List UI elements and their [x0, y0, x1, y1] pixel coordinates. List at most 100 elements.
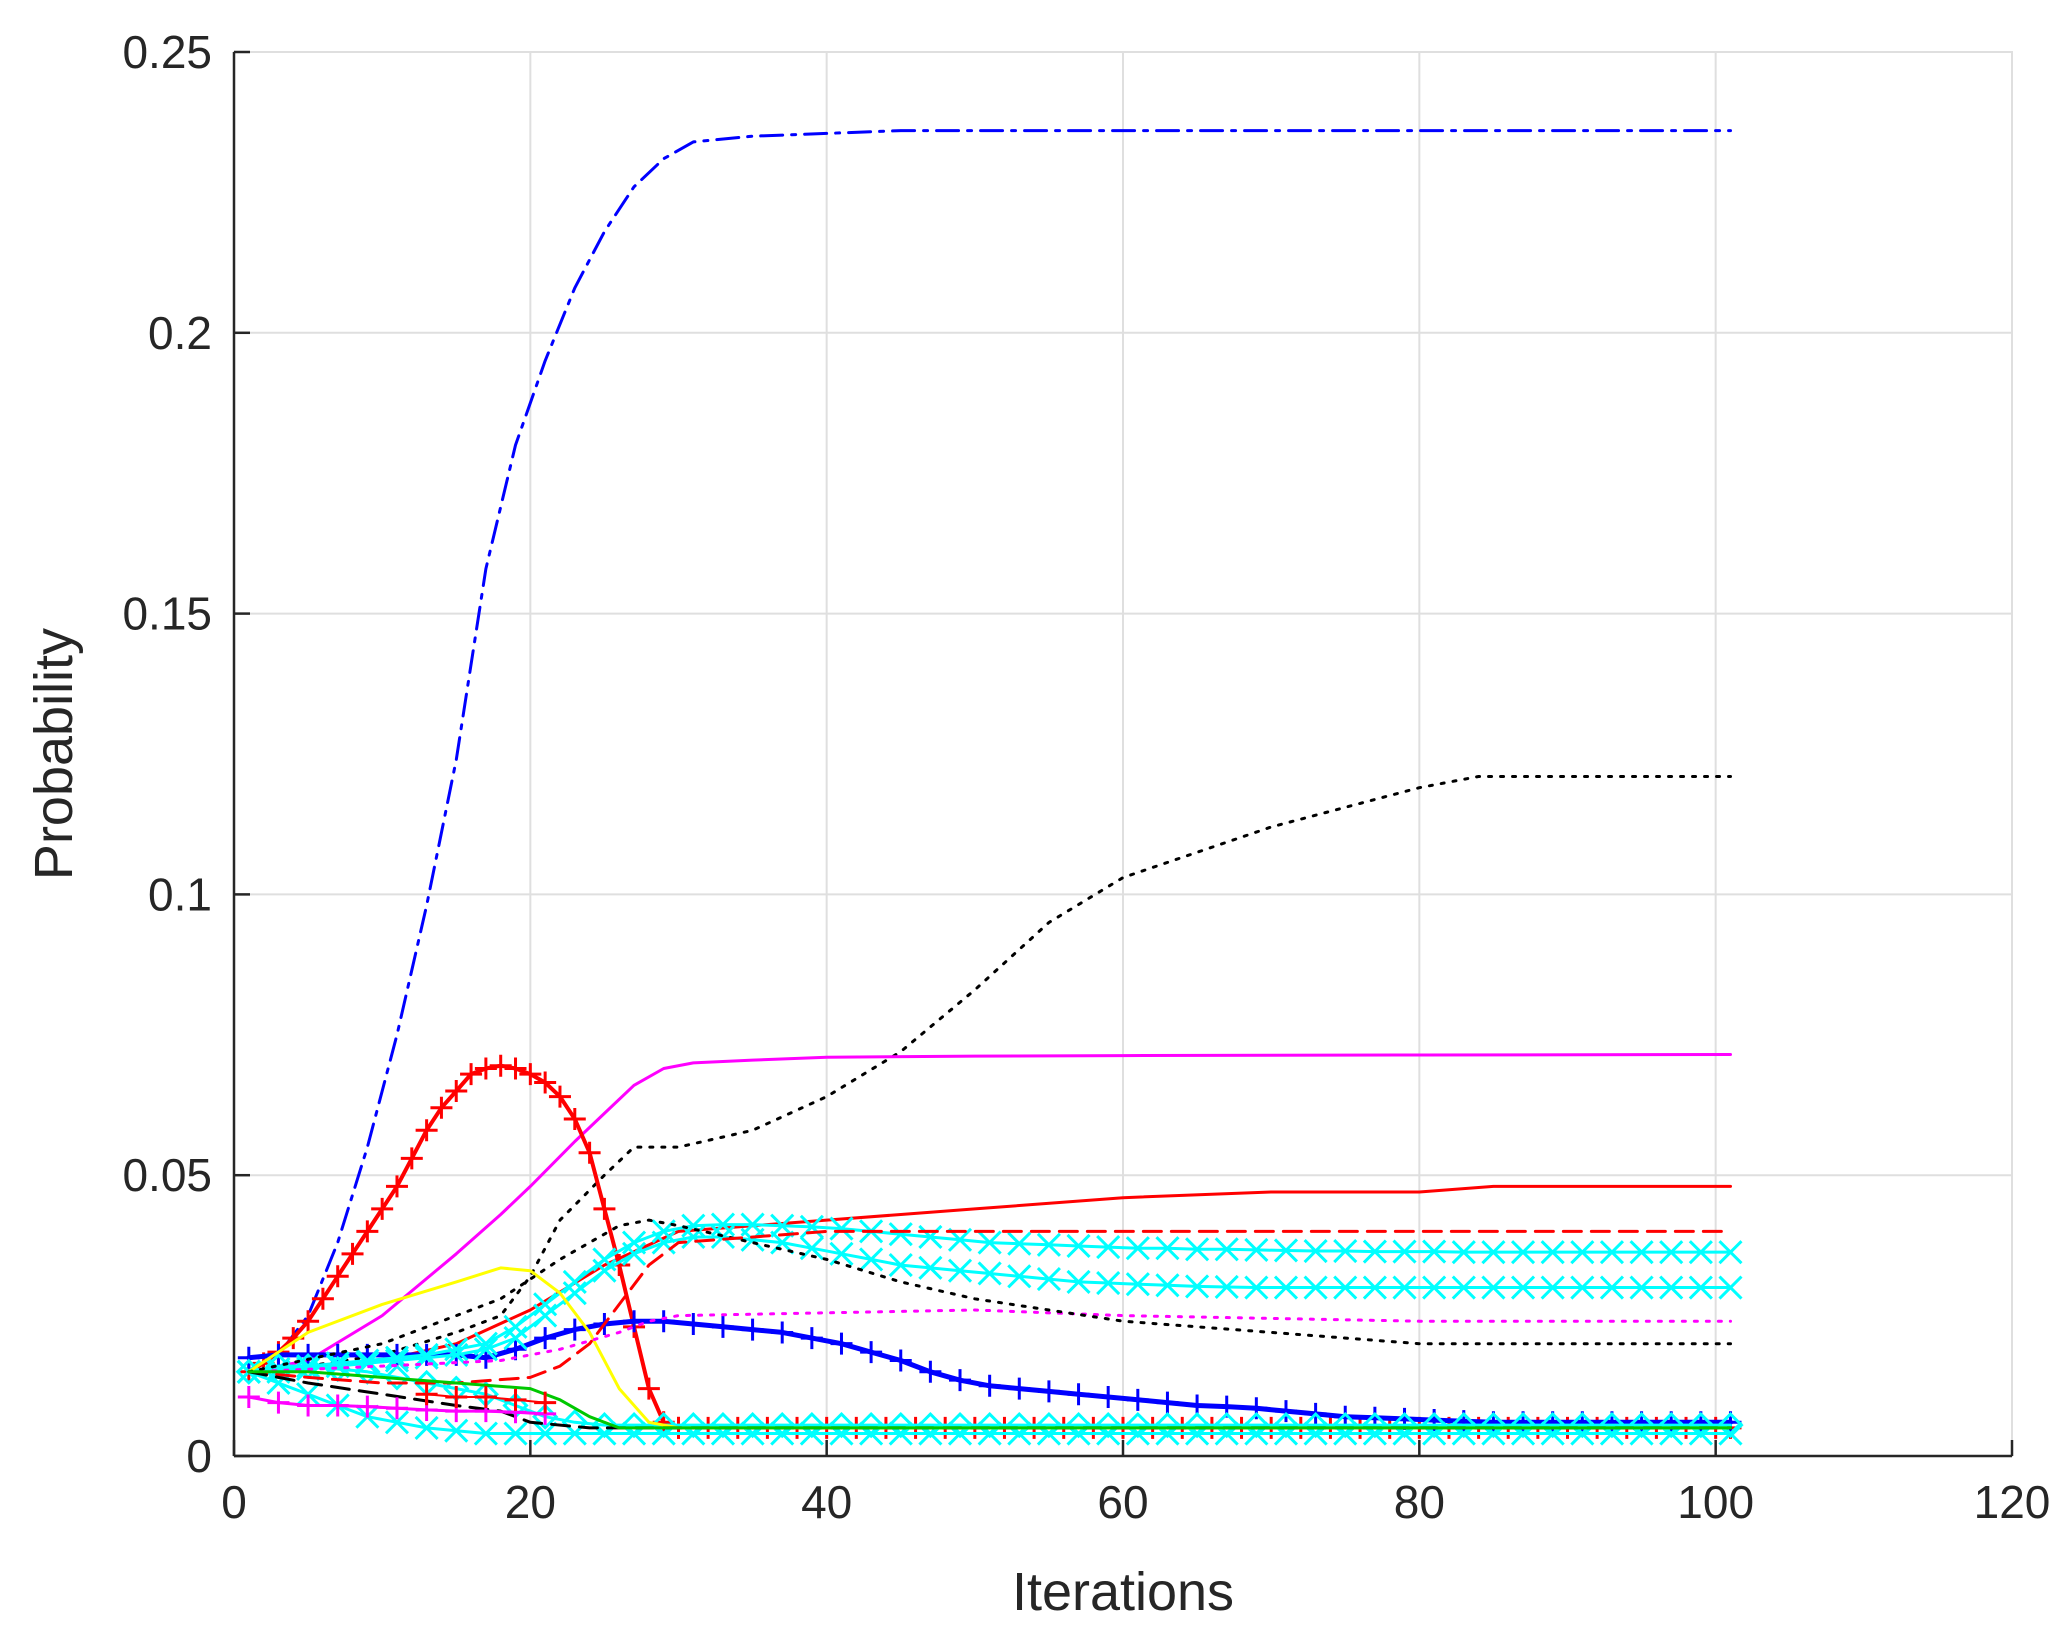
- data-point-marker: [1244, 1275, 1269, 1300]
- data-point-marker: [650, 1411, 677, 1439]
- data-point-marker: [445, 1386, 468, 1409]
- data-point-marker: [1303, 1275, 1328, 1300]
- data-point-marker: [561, 1409, 588, 1436]
- data-point-marker: [1687, 1411, 1714, 1439]
- y-tick-label: 0.2: [148, 307, 212, 359]
- data-point-marker: [503, 1325, 528, 1351]
- data-point-marker: [1333, 1238, 1358, 1264]
- data-point-marker: [1214, 1237, 1239, 1262]
- series-line: [247, 1218, 1732, 1374]
- data-point-marker: [1481, 1240, 1506, 1265]
- data-point-marker: [414, 1415, 439, 1440]
- data-point-marker: [1332, 1411, 1359, 1439]
- data-point-marker: [1718, 1275, 1743, 1300]
- data-point-marker: [1213, 1411, 1240, 1439]
- data-point-marker: [949, 1369, 972, 1392]
- data-point-marker: [1273, 1238, 1299, 1263]
- data-point-marker: [356, 1220, 379, 1243]
- data-point-marker: [652, 1310, 675, 1333]
- data-point-marker: [1717, 1411, 1744, 1439]
- data-point-marker: [504, 1057, 527, 1080]
- data-point-marker: [384, 1348, 410, 1373]
- data-point-marker: [444, 1418, 469, 1443]
- data-point-marker: [1509, 1411, 1537, 1439]
- data-point-marker: [296, 1382, 321, 1407]
- data-point-marker: [474, 1386, 497, 1409]
- data-point-marker: [888, 1222, 913, 1247]
- y-tick-label: 0.05: [122, 1149, 212, 1201]
- data-point-marker: [682, 1313, 705, 1336]
- data-point-marker: [474, 1057, 497, 1080]
- data-point-marker: [1539, 1411, 1566, 1439]
- data-point-marker: [709, 1411, 737, 1439]
- data-point-marker: [1097, 1386, 1120, 1409]
- data-point-marker: [562, 1281, 587, 1306]
- data-point-marker: [829, 1216, 854, 1241]
- data-point-marker: [1214, 1274, 1239, 1300]
- data-point-marker: [1362, 1239, 1387, 1264]
- y-tick-label: 0.25: [122, 26, 212, 78]
- x-tick-label: 0: [221, 1476, 247, 1528]
- data-point-marker: [1302, 1411, 1329, 1439]
- data-point-marker: [1658, 1411, 1685, 1439]
- data-point-marker: [798, 1411, 825, 1439]
- data-point-marker: [267, 1391, 290, 1414]
- data-point-marker: [385, 1175, 408, 1198]
- series-line: [247, 1229, 1732, 1385]
- data-point-marker: [620, 1411, 648, 1439]
- data-point-marker: [637, 1377, 660, 1400]
- data-point-marker: [237, 1346, 260, 1369]
- series-13: [247, 1308, 1732, 1374]
- data-point-marker: [1274, 1400, 1297, 1423]
- tick-labels: 0 20 40 60 80 100 120 0 0.05 0.1 0.15 0.2 0.25: [122, 26, 2050, 1528]
- data-point-marker: [1540, 1240, 1565, 1265]
- data-point-marker: [740, 1227, 765, 1252]
- data-point-marker: [504, 1388, 527, 1411]
- series-group: [235, 129, 1744, 1446]
- data-point-marker: [1066, 1233, 1091, 1259]
- data-point-marker: [681, 1213, 706, 1238]
- data-point-marker: [534, 1327, 557, 1350]
- data-point-marker: [978, 1374, 1001, 1397]
- data-point-marker: [681, 1224, 706, 1250]
- data-point-marker: [1126, 1388, 1149, 1411]
- data-point-marker: [384, 1410, 410, 1435]
- data-point-marker: [1659, 1275, 1684, 1300]
- series-line: [247, 1053, 1732, 1374]
- series-2: [247, 775, 1732, 1374]
- data-point-marker: [1659, 1240, 1684, 1265]
- y-tick-label: 0: [186, 1430, 212, 1482]
- data-point-marker: [1155, 1273, 1180, 1298]
- data-point-marker: [445, 1079, 468, 1102]
- data-point-marker: [1629, 1240, 1654, 1265]
- data-point-marker: [1510, 1240, 1536, 1265]
- data-point-marker: [1480, 1411, 1507, 1439]
- data-point-marker: [1599, 1275, 1625, 1300]
- data-point-marker: [918, 1255, 943, 1280]
- data-point-marker: [400, 1147, 423, 1170]
- data-point-marker: [237, 1386, 260, 1409]
- data-point-marker: [341, 1242, 364, 1265]
- x-tick-label: 40: [801, 1476, 852, 1528]
- data-point-marker: [859, 1247, 884, 1272]
- data-point-marker: [977, 1230, 1002, 1255]
- data-point-marker: [591, 1411, 618, 1439]
- data-point-marker: [1361, 1411, 1389, 1439]
- data-point-marker: [563, 1108, 586, 1131]
- series-15: [247, 1229, 1732, 1385]
- data-point-marker: [1156, 1391, 1179, 1414]
- data-point-marker: [1570, 1240, 1595, 1265]
- data-point-marker: [519, 1063, 542, 1086]
- data-point-marker: [1183, 1411, 1211, 1439]
- data-point-marker: [830, 1332, 853, 1355]
- data-point-marker: [1007, 1231, 1032, 1256]
- x-axis-title: Iterations: [1012, 1562, 1234, 1622]
- data-point-marker: [548, 1085, 571, 1108]
- data-point-marker: [976, 1411, 1003, 1439]
- series-line: [247, 775, 1732, 1374]
- data-point-marker: [1095, 1411, 1122, 1439]
- data-point-marker: [1036, 1267, 1061, 1292]
- data-point-marker: [489, 1054, 512, 1077]
- data-point-marker: [918, 1224, 943, 1250]
